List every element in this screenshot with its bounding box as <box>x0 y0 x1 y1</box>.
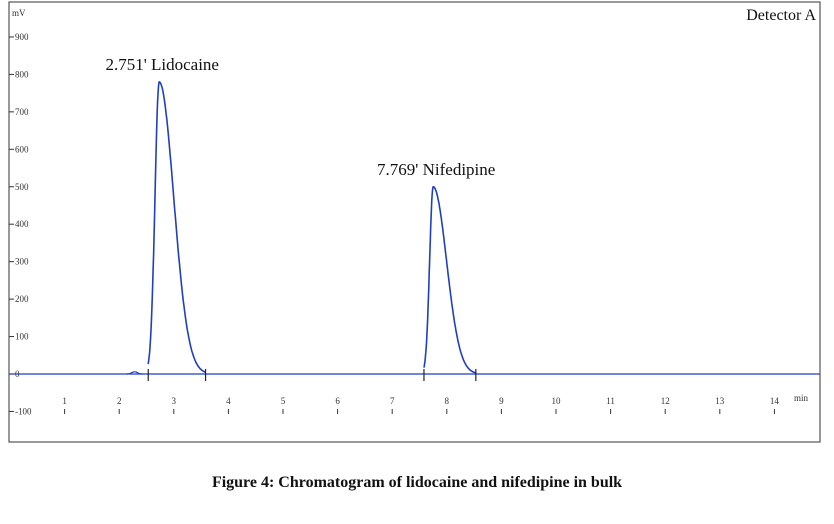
y-tick-label: 200 <box>15 294 29 304</box>
detector-label: Detector A <box>746 7 816 24</box>
y-axis-ticks: -1000100200300400500600700800900 <box>9 32 32 416</box>
y-axis-unit-label: mV <box>12 8 26 18</box>
x-tick-label: 4 <box>226 396 231 406</box>
x-tick-label: 10 <box>552 396 562 406</box>
y-tick-label: 600 <box>15 144 29 154</box>
x-tick-label: 14 <box>770 396 780 406</box>
x-axis-ticks: 1 2 3 4 5 6 7 8 9 10 11 12 13 14 <box>62 396 779 414</box>
x-tick-label: 1 <box>62 396 67 406</box>
y-tick-label: 400 <box>15 219 29 229</box>
y-tick-label: 900 <box>15 32 29 42</box>
y-tick-label: 500 <box>15 182 29 192</box>
figure-caption: Figure 4: Chromatogram of lidocaine and … <box>211 474 623 491</box>
y-tick-label: 800 <box>15 69 29 79</box>
x-tick-label: 9 <box>499 396 504 406</box>
chromatogram-chart: mV min Detector A -100010020030040050060… <box>8 1 821 443</box>
y-tick-label: 700 <box>15 107 29 117</box>
x-tick-label: 5 <box>281 396 286 406</box>
x-tick-label: 7 <box>390 396 395 406</box>
x-tick-label: 8 <box>445 396 450 406</box>
x-tick-label: 11 <box>606 396 615 406</box>
x-axis-unit-label: min <box>794 393 809 403</box>
peak-label: 2.751' Lidocaine <box>105 55 219 74</box>
x-tick-label: 2 <box>117 396 122 406</box>
peak-trace <box>423 186 477 374</box>
x-tick-label: 3 <box>172 396 177 406</box>
y-tick-label: -100 <box>15 406 32 416</box>
peak-trace <box>147 80 206 374</box>
y-tick-label: 100 <box>15 332 29 342</box>
x-tick-label: 12 <box>661 396 670 406</box>
peak-label: 7.769' Nifedipine <box>377 160 495 179</box>
x-tick-label: 6 <box>335 396 340 406</box>
y-tick-label: 300 <box>15 257 29 267</box>
plot-frame <box>8 1 821 443</box>
x-tick-label: 13 <box>715 396 725 406</box>
baseline-bump <box>126 371 143 375</box>
peaks-group: 2.751' Lidocaine 7.769' Nifedipine <box>105 55 495 381</box>
